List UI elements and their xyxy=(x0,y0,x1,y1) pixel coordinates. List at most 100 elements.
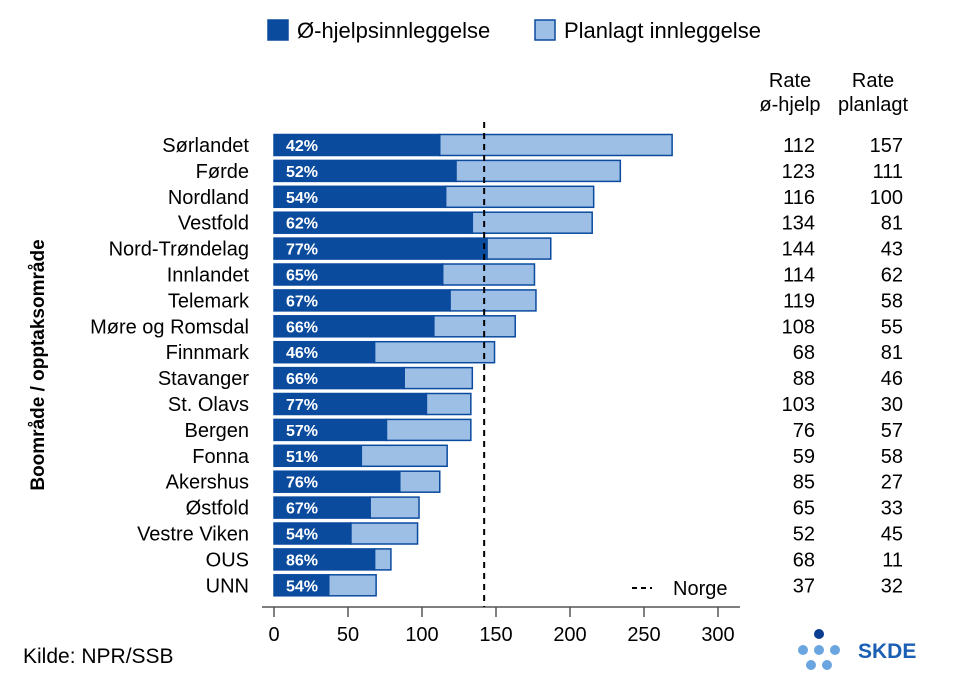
logo-text: SKDE xyxy=(858,640,917,663)
legend-label: Planlagt innleggelse xyxy=(564,18,761,43)
rate-planlagt: 11 xyxy=(882,549,903,571)
rate-planlagt: 32 xyxy=(881,575,903,597)
bar-planlagt xyxy=(441,263,536,286)
rate-planlagt: 58 xyxy=(881,446,903,468)
legend-label: Ø-hjelpsinnleggelse xyxy=(297,18,490,43)
category-label: OUS xyxy=(206,549,249,571)
rate-planlagt: 58 xyxy=(881,290,903,312)
bar-planlagt xyxy=(425,392,472,416)
bar-planlagt xyxy=(471,211,593,234)
bars: 42% 52% 54% 62% 77% 65% 67% 66% 46% 66% 77% 57% 51% 7… xyxy=(273,133,673,597)
bar-planlagt xyxy=(360,444,448,468)
x-tick-label: 50 xyxy=(337,624,359,646)
rate-ohjelp: 88 xyxy=(793,368,815,390)
x-tick-label: 150 xyxy=(479,624,512,646)
category-label: St. Olavs xyxy=(168,394,249,416)
rate-ohjelp: 123 xyxy=(782,161,815,183)
y-axis-label: Boområde / opptaksområde xyxy=(28,239,49,490)
rate-ohjelp: 144 xyxy=(782,239,815,261)
bar-planlagt xyxy=(328,574,377,597)
legend: Ø-hjelpsinnleggelse Planlagt innleggelse xyxy=(267,18,761,43)
category-label: Sørlandet xyxy=(162,135,249,157)
category-labels: Sørlandet Førde Nordland Vestfold Nord-Trønd… xyxy=(90,135,250,597)
category-label: Innlandet xyxy=(167,265,250,287)
category-label: Vestfold xyxy=(178,213,249,235)
percent-label: 86% xyxy=(286,552,318,569)
percent-label: 67% xyxy=(286,293,318,310)
bar-planlagt xyxy=(449,289,537,312)
category-label: Fonna xyxy=(192,446,250,468)
rate-planlagt: 111 xyxy=(873,161,903,183)
rate-planlagt: 81 xyxy=(881,213,903,235)
percent-label: 42% xyxy=(286,138,318,155)
rate-planlagt: 57 xyxy=(881,420,903,442)
category-label: Møre og Romsdal xyxy=(90,316,249,338)
percent-label: 77% xyxy=(286,242,318,259)
category-label: Vestre Viken xyxy=(137,524,249,546)
percent-label: 67% xyxy=(286,501,318,518)
reference-line: Norge xyxy=(483,122,727,607)
percent-label: 51% xyxy=(286,449,318,466)
category-label: Telemark xyxy=(168,290,250,312)
percent-label: 66% xyxy=(286,371,318,388)
category-label: Finnmark xyxy=(166,342,250,364)
bar-planlagt xyxy=(373,340,496,364)
table-header-line2: planlagt xyxy=(838,94,909,116)
percent-label: 77% xyxy=(286,397,318,414)
category-label: Nord-Trøndelag xyxy=(109,239,249,261)
bar-planlagt xyxy=(399,470,441,493)
x-axis: 0 50 100 150 200 250 300 xyxy=(262,606,740,646)
percent-label: 62% xyxy=(286,216,318,233)
bar-planlagt xyxy=(455,159,622,183)
rate-ohjelp: 65 xyxy=(793,498,815,520)
bar-planlagt xyxy=(403,366,474,390)
rate-ohjelp: 52 xyxy=(793,524,815,546)
rate-ohjelp: 116 xyxy=(783,187,815,209)
percent-label: 57% xyxy=(286,423,318,440)
rate-ohjelp: 76 xyxy=(793,420,815,442)
rate-planlagt: 27 xyxy=(881,472,903,494)
rate-planlagt: 30 xyxy=(881,394,903,416)
percent-label: 46% xyxy=(286,345,318,362)
bar-planlagt xyxy=(385,418,472,442)
category-label: UNN xyxy=(206,575,249,597)
bar-planlagt xyxy=(373,548,392,571)
rate-table: 112 157 123 111 116 100 134 81 144 43 114 62 119 58 10… xyxy=(782,135,903,597)
category-label: Førde xyxy=(196,161,249,183)
rate-ohjelp: 103 xyxy=(782,394,815,416)
bar-planlagt xyxy=(433,315,516,338)
rate-planlagt: 81 xyxy=(881,342,903,364)
rate-ohjelp: 112 xyxy=(783,135,815,157)
category-label: Stavanger xyxy=(158,368,250,390)
rate-ohjelp: 134 xyxy=(782,213,815,235)
skde-logo: SKDE xyxy=(790,625,940,685)
rate-ohjelp: 119 xyxy=(783,290,815,312)
table-header-line1: Rate xyxy=(852,70,894,92)
bar-planlagt xyxy=(439,133,673,157)
rate-ohjelp: 68 xyxy=(793,549,815,571)
norge-legend-label: Norge xyxy=(673,578,727,600)
percent-label: 65% xyxy=(286,268,318,285)
rate-ohjelp: 59 xyxy=(793,446,815,468)
rate-planlagt: 100 xyxy=(870,187,903,209)
percent-label: 54% xyxy=(286,527,318,544)
x-tick-label: 0 xyxy=(268,624,279,646)
rate-planlagt: 157 xyxy=(870,135,903,157)
bar-planlagt xyxy=(350,522,419,545)
x-tick-label: 100 xyxy=(405,624,438,646)
rate-ohjelp: 37 xyxy=(793,575,815,597)
bar-planlagt xyxy=(444,185,595,209)
rate-ohjelp: 68 xyxy=(793,342,815,364)
rate-ohjelp: 85 xyxy=(793,472,815,494)
rate-planlagt: 43 xyxy=(881,239,903,261)
rate-planlagt: 33 xyxy=(881,498,903,520)
rate-planlagt: 55 xyxy=(881,316,903,338)
rate-planlagt: 45 xyxy=(881,524,903,546)
logo-dots-icon xyxy=(798,629,840,670)
rate-ohjelp: 114 xyxy=(783,265,815,287)
rate-planlagt: 46 xyxy=(881,368,903,390)
percent-label: 54% xyxy=(286,578,318,595)
table-header-line2: ø-hjelp xyxy=(759,94,820,116)
x-tick-label: 250 xyxy=(627,624,660,646)
rate-ohjelp: 108 xyxy=(782,316,815,338)
